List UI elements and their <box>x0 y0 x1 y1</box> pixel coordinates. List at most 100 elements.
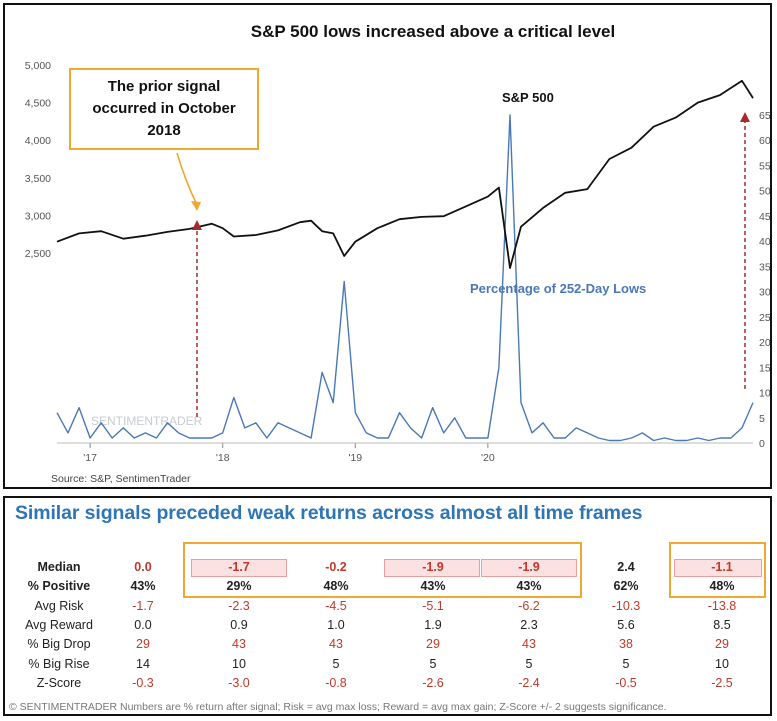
median-highlight <box>674 559 762 577</box>
signal-callout: The prior signal occurred in October 2018 <box>69 68 259 150</box>
table-footnote: © SENTIMENTRADER Numbers are % return af… <box>9 701 667 713</box>
table-cell: -1.9 <box>422 560 444 574</box>
row-label: Median <box>37 560 81 574</box>
row-label: % Positive <box>27 579 91 594</box>
table-cell: -0.8 <box>325 675 347 690</box>
table-cell: 0.0 <box>134 560 152 574</box>
right-axis-tick: 45 <box>759 211 770 223</box>
table-cell: 8.5 <box>713 617 731 632</box>
callout-line: occurred in October <box>92 100 236 117</box>
table-cell: 10 <box>715 656 729 671</box>
table-cell: -13.8 <box>707 598 737 613</box>
table-row: % Positive 43% 29% 48% 43% 43% 62% 48% <box>5 577 770 596</box>
left-axis-tick: 3,500 <box>25 173 51 185</box>
row-label: % Big Drop <box>27 637 91 652</box>
table-row: Z-Score -0.3 -3.0 -0.8 -2.6 -2.4 -0.5 -2.5 <box>5 674 770 693</box>
table-cell: 29 <box>715 637 729 652</box>
table-cell: -6.2 <box>518 598 540 613</box>
right-axis-tick: 30 <box>759 287 770 299</box>
table-cell: 43% <box>516 579 542 594</box>
left-axis-tick: 4,000 <box>25 135 51 147</box>
callout-text: The prior signal occurred in October 2018 <box>71 76 257 142</box>
x-axis-tick: '18 <box>216 452 230 464</box>
table-row: Avg Risk -1.7 -2.3 -4.5 -5.1 -6.2 -10.3 -13.8 <box>5 597 770 616</box>
x-axis-tick: '17 <box>83 452 97 464</box>
chart-panel: S&P 500 lows increased above a critical … <box>3 3 772 489</box>
right-axis-tick: 25 <box>759 312 770 324</box>
table-cell: 29 <box>426 637 440 652</box>
callout-arrow <box>176 152 198 206</box>
left-axis-tick: 3,000 <box>25 210 51 222</box>
table-cell: -1.1 <box>711 560 733 574</box>
row-label: Z-Score <box>36 675 82 690</box>
right-axis-tick: 50 <box>759 186 770 198</box>
table-cell: 38 <box>619 637 633 652</box>
table-cell: 29% <box>226 579 252 594</box>
callout-line: The prior signal <box>107 78 221 95</box>
highlight-box <box>669 542 766 598</box>
x-axis-tick: '19 <box>348 452 362 464</box>
table-cell: 0.9 <box>230 617 248 632</box>
row-label: Avg Risk <box>34 598 84 613</box>
table-cell: 43 <box>329 637 343 652</box>
table-cell: -1.9 <box>518 560 540 574</box>
table-cell: -0.3 <box>132 675 154 690</box>
right-axis-tick: 55 <box>759 160 770 172</box>
series-label-sp500: S&P 500 <box>502 90 554 105</box>
table-cell: -5.1 <box>422 598 444 613</box>
right-axis-tick: 65 <box>759 110 770 122</box>
table-cell: -0.2 <box>325 560 347 574</box>
table-cell: 1.9 <box>424 617 442 632</box>
signal-arrowhead-2018 <box>192 220 202 230</box>
table-title: Similar signals preceded weak returns ac… <box>15 502 643 524</box>
median-highlight <box>384 559 480 577</box>
stats-table-panel: Similar signals preceded weak returns ac… <box>3 496 772 716</box>
table-cell: 43 <box>232 637 246 652</box>
table-cell: 43 <box>522 637 536 652</box>
table-row: Avg Reward 0.0 0.9 1.0 1.9 2.3 5.6 8.5 <box>5 616 770 635</box>
table-cell: -3.0 <box>228 675 250 690</box>
median-highlight <box>481 559 577 577</box>
x-axis-tick: '20 <box>481 452 495 464</box>
series-line-lows <box>56 114 754 442</box>
table-cell: 43% <box>130 579 156 594</box>
table-cell: 14 <box>136 656 150 671</box>
signal-arrowhead-current <box>740 112 750 122</box>
left-axis-tick: 2,500 <box>25 248 51 260</box>
table-cell: -2.6 <box>422 675 444 690</box>
table-cell: 2.4 <box>617 560 635 574</box>
chart-title: S&P 500 lows increased above a critical … <box>251 22 615 41</box>
table-row: % Big Drop 29 43 43 29 43 38 29 <box>5 635 770 654</box>
series-label-lows: Percentage of 252-Day Lows <box>470 281 646 296</box>
median-highlight <box>191 559 287 577</box>
table-cell: -10.3 <box>611 598 641 613</box>
table-cell: -1.7 <box>228 560 250 574</box>
table-cell: 5 <box>622 656 630 671</box>
callout-line: 2018 <box>147 122 181 139</box>
table-cell: 48% <box>709 579 735 594</box>
right-axis-tick: 35 <box>759 261 770 273</box>
table-cell: 0.0 <box>134 617 152 632</box>
left-axis-tick: 5,000 <box>25 60 51 72</box>
table-row: Median 0.0 -1.7 -0.2 -1.9 -1.9 2.4 -1.1 <box>5 558 770 577</box>
left-axis-tick: 4,500 <box>25 98 51 110</box>
source-note: Source: S&P, SentimenTrader <box>51 473 191 485</box>
table-cell: 2.3 <box>520 617 538 632</box>
table-cell: 48% <box>323 579 349 594</box>
table-cell: 1.0 <box>327 617 345 632</box>
table-cell: 10 <box>232 656 246 671</box>
table-cell: 5 <box>332 656 340 671</box>
table-cell: -4.5 <box>325 598 347 613</box>
right-axis-tick: 0 <box>759 438 765 450</box>
watermark: SENTIMENTRADER <box>91 414 203 428</box>
table-cell: 29 <box>136 637 150 652</box>
table-row: % Big Rise 14 10 5 5 5 5 10 <box>5 655 770 674</box>
callout-arrowhead <box>191 201 201 211</box>
row-label: Avg Reward <box>25 617 93 632</box>
right-axis-tick: 10 <box>759 388 770 400</box>
table-cell: -2.3 <box>228 598 250 613</box>
right-axis-tick: 60 <box>759 135 770 147</box>
table-cell: 62% <box>613 579 639 594</box>
right-axis-tick: 40 <box>759 236 770 248</box>
right-axis-tick: 5 <box>759 413 765 425</box>
